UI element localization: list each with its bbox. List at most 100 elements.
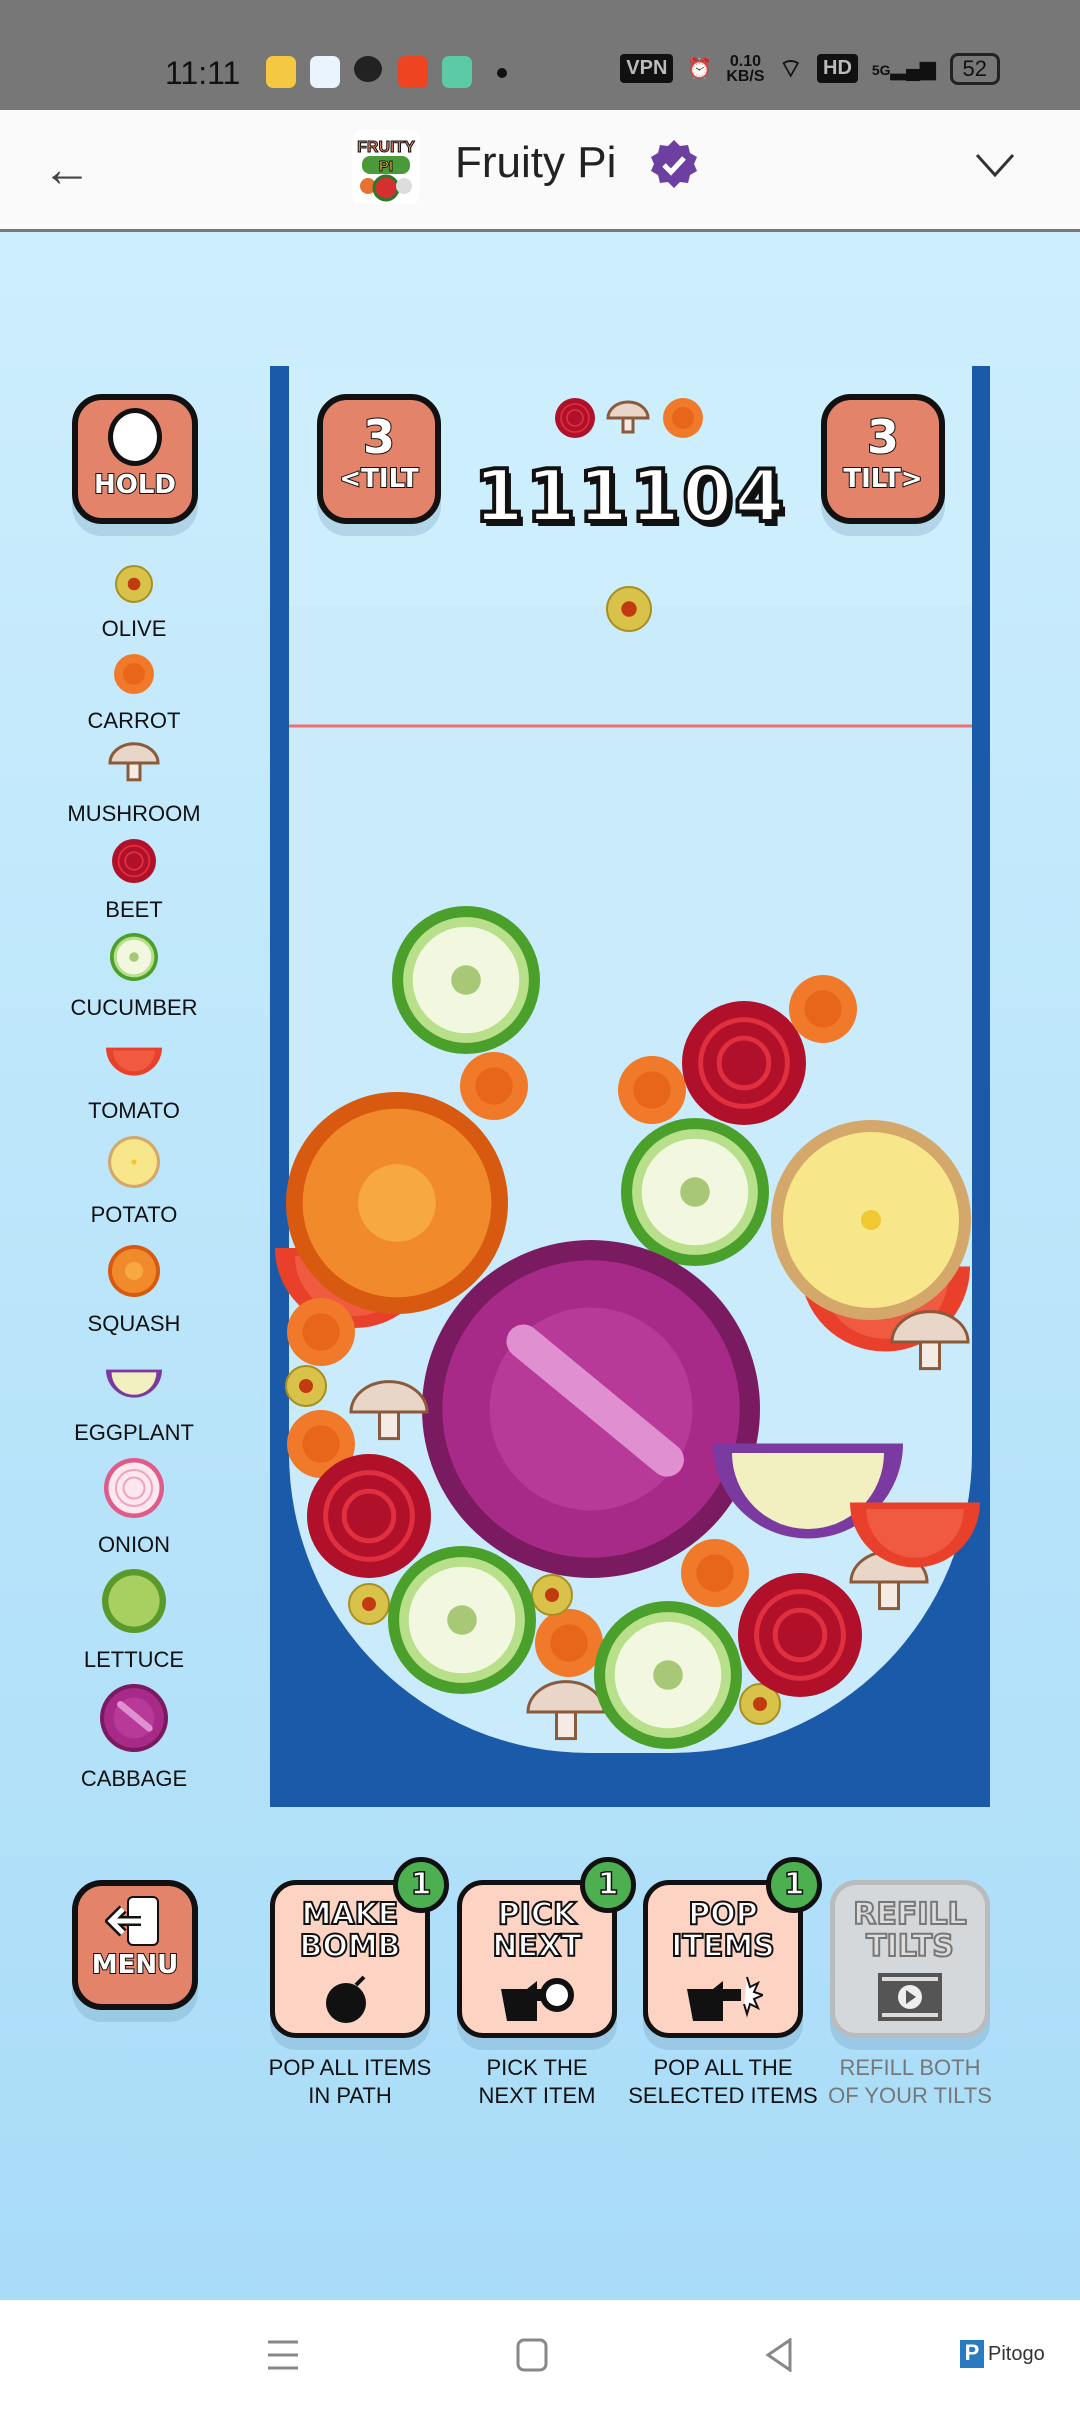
powerup-pop-items-button[interactable]: POP ITEMS 1 xyxy=(643,1857,822,2038)
board-item-cucumber[interactable] xyxy=(388,1546,536,1694)
powerup-title-line2: NEXT xyxy=(491,1929,582,1964)
beet-icon xyxy=(110,837,158,891)
lettuce-icon xyxy=(100,1567,168,1641)
app-header: ← FRUITY PI Fruity Pi xyxy=(0,110,1080,232)
board-item-carrot[interactable] xyxy=(618,1056,686,1124)
chevron-down-icon[interactable] xyxy=(975,145,1015,185)
powerup-title-line1: MAKE xyxy=(301,1897,400,1932)
hold-button[interactable]: HOLD xyxy=(72,394,198,524)
powerup-description: REFILL BOTH OF YOUR TILTS xyxy=(810,2054,1010,2110)
desc-line1: POP ALL ITEMS xyxy=(268,2055,432,2080)
menu-button[interactable]: MENU xyxy=(72,1880,198,2010)
verified-badge-icon xyxy=(651,140,697,188)
board-item-mushroom[interactable] xyxy=(890,1310,970,1371)
board-item-beet[interactable] xyxy=(738,1573,862,1697)
tilt-left-label: <TILT xyxy=(338,463,419,495)
powerup-title-line2: BOMB xyxy=(298,1929,401,1964)
board-item-carrot[interactable] xyxy=(460,1052,528,1120)
board-item-carrot[interactable] xyxy=(287,1298,355,1366)
video-app-icon xyxy=(398,56,428,88)
desc-line1: REFILL BOTH xyxy=(839,2055,981,2080)
game-area[interactable]: HOLD 3 <TILT 3 TILT> 111104 OLIVE CARROT M… xyxy=(0,232,1080,2300)
onion-icon xyxy=(102,1456,166,1526)
board-item-carrot[interactable] xyxy=(535,1609,603,1677)
hold-label: HOLD xyxy=(93,469,177,501)
tilt-right-button[interactable]: 3 TILT> xyxy=(821,394,945,524)
powerup-pick-next-button[interactable]: PICK NEXT 1 xyxy=(457,1857,636,2038)
legend-item-eggplant: EGGPLANT xyxy=(34,1348,234,1446)
current-drop-item xyxy=(606,586,652,632)
legend-item-cucumber: CUCUMBER xyxy=(34,931,234,1021)
legend-item-olive: OLIVE xyxy=(34,564,234,642)
powerup-title-line1: PICK xyxy=(497,1897,577,1932)
potato-icon xyxy=(106,1134,162,1196)
legend-label: LETTUCE xyxy=(83,1647,185,1672)
desc-line2: OF YOUR TILTS xyxy=(828,2083,992,2108)
svg-text:FRUITY: FRUITY xyxy=(357,139,415,156)
game-container[interactable] xyxy=(0,232,1080,1832)
board-item-cabbage[interactable] xyxy=(422,1240,760,1578)
recent-apps-icon[interactable] xyxy=(266,2338,300,2372)
board-item-cucumber[interactable] xyxy=(392,906,540,1054)
legend-label: TOMATO xyxy=(88,1098,180,1123)
legend-label: CABBAGE xyxy=(80,1766,188,1791)
board-item-olive[interactable] xyxy=(739,1683,781,1725)
tilt-left-button[interactable]: 3 <TILT xyxy=(317,394,441,524)
legend-item-lettuce: LETTUCE xyxy=(34,1567,234,1673)
powerup-refill-tilts-button[interactable]: REFILL TILTS xyxy=(830,1880,990,2038)
back-icon[interactable] xyxy=(762,2338,796,2372)
legend-item-squash: SQUASH xyxy=(34,1243,234,1337)
board-item-squash[interactable] xyxy=(286,1092,508,1314)
legend-item-onion: ONION xyxy=(34,1456,234,1558)
board-item-cucumber[interactable] xyxy=(594,1601,742,1749)
powerup-count-badge: 1 xyxy=(393,1857,449,1913)
board-item-olive[interactable] xyxy=(348,1583,390,1625)
olive-icon xyxy=(114,564,154,610)
board-item-tomato[interactable] xyxy=(850,1502,980,1568)
board-item-olive[interactable] xyxy=(285,1365,327,1407)
legend-label: CUCUMBER xyxy=(70,995,198,1020)
board-item-potato[interactable] xyxy=(771,1120,971,1320)
svg-text:PI: PI xyxy=(379,158,393,175)
home-icon[interactable] xyxy=(515,2338,549,2372)
desc-line2: IN PATH xyxy=(308,2083,392,2108)
carrot-icon xyxy=(112,652,156,702)
exit-icon xyxy=(105,1896,159,1946)
powerup-make-bomb-button[interactable]: MAKE BOMB 1 xyxy=(270,1857,449,2038)
board-item-mushroom[interactable] xyxy=(349,1380,429,1441)
battery-indicator: 52 xyxy=(949,52,1000,85)
board-item-cucumber[interactable] xyxy=(621,1118,769,1266)
tilt-left-count: 3 xyxy=(362,409,396,465)
legend-item-mushroom: MUSHROOM xyxy=(34,737,234,827)
legend-label: POTATO xyxy=(90,1202,178,1227)
board-item-carrot[interactable] xyxy=(789,975,857,1043)
video-icon xyxy=(878,1973,942,2021)
squash-icon xyxy=(106,1243,162,1305)
board-item-beet[interactable] xyxy=(307,1454,431,1578)
next-item-mushroom xyxy=(606,400,650,434)
score: 111104 xyxy=(472,452,787,540)
pointing-hand-burst-icon xyxy=(687,1976,763,2021)
legend-item-cabbage: CABBAGE xyxy=(34,1682,234,1792)
more-dot-icon xyxy=(497,68,507,78)
desc-line2: NEXT ITEM xyxy=(478,2083,596,2108)
app-notification-icon xyxy=(266,56,296,88)
powerup-title-line1: POP xyxy=(687,1897,758,1932)
mushroom-icon xyxy=(108,737,160,795)
pitogo-logo-icon: P xyxy=(960,2340,984,2368)
wechat-icon xyxy=(354,56,382,82)
network-type: 5G xyxy=(871,62,891,78)
app-title: Fruity Pi xyxy=(455,138,617,187)
board-item-olive[interactable] xyxy=(531,1574,573,1616)
legend-label: CARROT xyxy=(87,708,181,733)
legend-item-carrot: CARROT xyxy=(34,652,234,734)
board-item-beet[interactable] xyxy=(682,1001,806,1125)
speed-unit: KB/S xyxy=(726,67,765,85)
legend-item-tomato: TOMATO xyxy=(34,1026,234,1124)
app-logo: FRUITY PI xyxy=(352,130,420,204)
board-item-carrot[interactable] xyxy=(287,1410,355,1478)
wifi-icon: ⌔ xyxy=(778,53,803,83)
back-arrow-icon[interactable]: ← xyxy=(42,141,92,197)
legend-label: EGGPLANT xyxy=(74,1420,194,1445)
board-item-carrot[interactable] xyxy=(681,1539,749,1607)
